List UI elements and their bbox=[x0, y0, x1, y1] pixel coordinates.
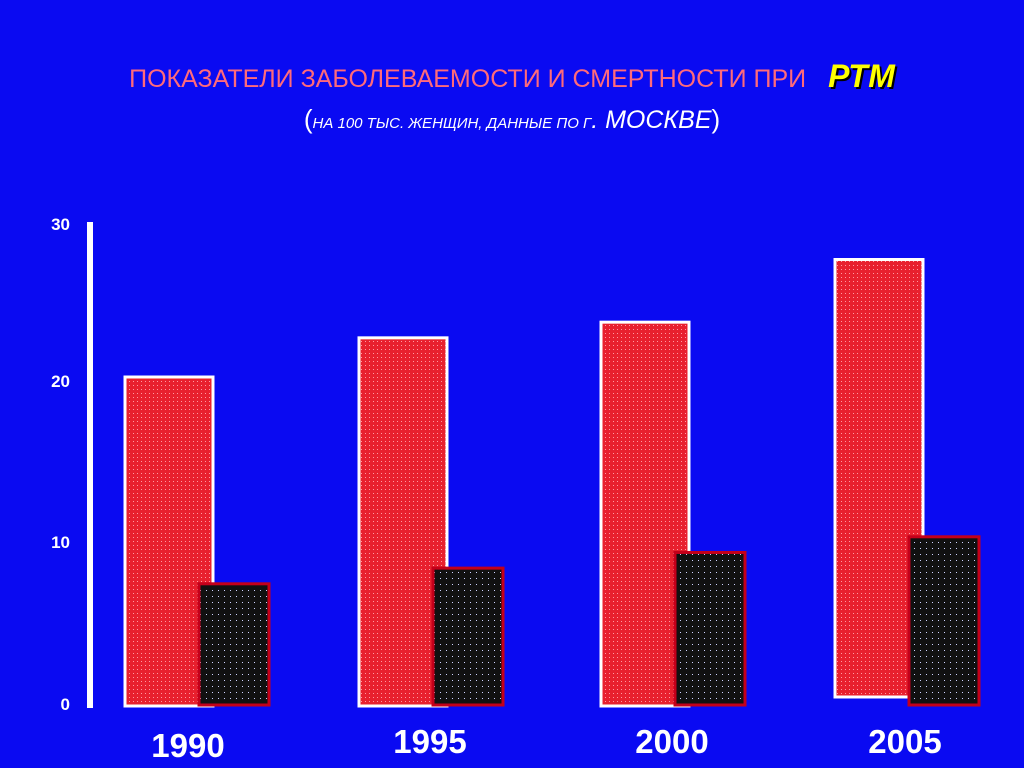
y-tick-label: 30 bbox=[51, 215, 70, 234]
y-tick-label: 0 bbox=[61, 695, 70, 714]
bar-mortality bbox=[907, 535, 981, 707]
subtitle-close-paren: ) bbox=[711, 104, 721, 134]
subtitle-small-text: НА 100 ТЫС. ЖЕНЩИН, ДАННЫЕ ПО Г bbox=[312, 115, 592, 132]
y-tick-label: 10 bbox=[51, 533, 70, 552]
chart-title-highlight: РТМ bbox=[828, 58, 895, 94]
x-tick-labels: 1990 1995 2000 2005 bbox=[151, 723, 941, 764]
bar-mortality bbox=[197, 582, 271, 707]
chart-title-text: ПОКАЗАТЕЛИ ЗАБОЛЕВАЕМОСТИ И СМЕРТНОСТИ П… bbox=[129, 65, 807, 93]
bar-mortality bbox=[673, 550, 747, 707]
x-tick-label: 2005 bbox=[868, 723, 941, 760]
subtitle-big-text: . МОСКВЕ bbox=[591, 106, 712, 134]
y-tick-label: 20 bbox=[51, 372, 70, 391]
y-tick-labels: 0 10 20 30 bbox=[51, 215, 70, 714]
x-tick-label: 2000 bbox=[635, 723, 708, 760]
subtitle-open-paren: ( bbox=[303, 104, 313, 134]
chart-subtitle: (НА 100 ТЫС. ЖЕНЩИН, ДАННЫЕ ПО Г. МОСКВЕ… bbox=[0, 104, 1024, 135]
x-tick-label: 1995 bbox=[393, 723, 466, 760]
x-tick-label: 1990 bbox=[151, 727, 224, 764]
bars bbox=[123, 258, 981, 708]
bar-mortality bbox=[431, 566, 505, 707]
chart-title: ПОКАЗАТЕЛИ ЗАБОЛЕВАЕМОСТИ И СМЕРТНОСТИ П… bbox=[0, 58, 1024, 95]
